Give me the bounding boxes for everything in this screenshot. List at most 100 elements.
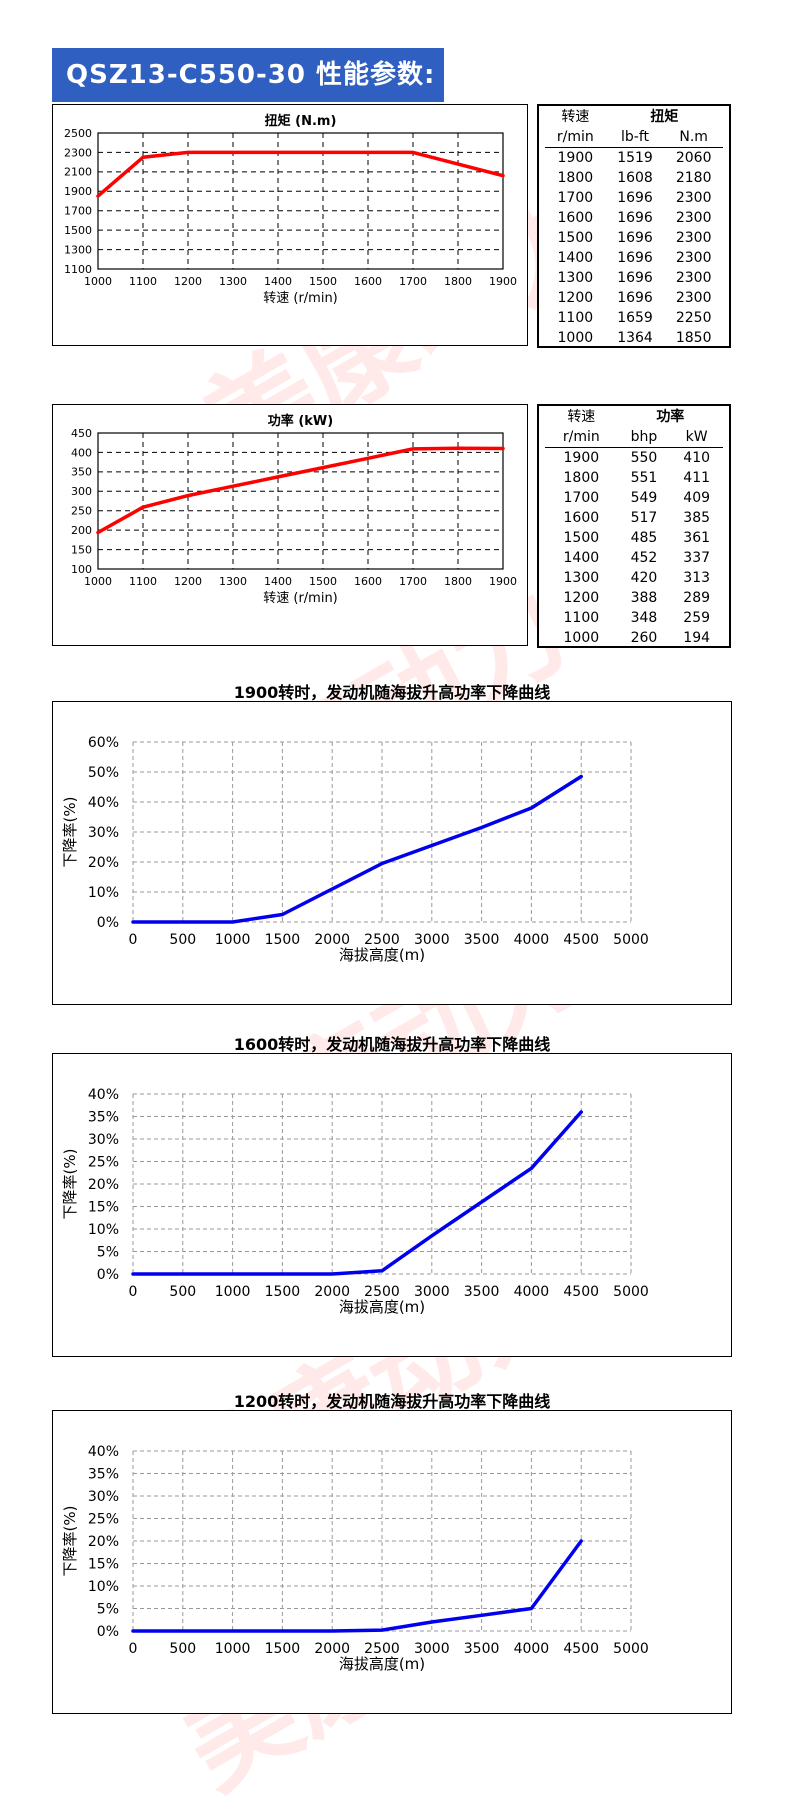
torque-table-cell: 1700 [545, 188, 606, 208]
y-tick-label: 30% [88, 825, 119, 841]
power-table-cell: 550 [618, 448, 671, 469]
chart-title: 扭矩 (N.m) [265, 113, 337, 129]
torque-table-cell: 1600 [545, 208, 606, 228]
x-tick-label: 3500 [464, 1641, 500, 1657]
power-table-cell: 361 [670, 528, 723, 548]
torque-table-cell: 1696 [606, 188, 665, 208]
y-tick-label: 350 [71, 466, 92, 479]
x-tick-label: 500 [169, 1641, 196, 1657]
power-table-cell: 1000 [545, 628, 618, 648]
torque-table-cell: 2250 [664, 308, 723, 328]
y-tick-label: 1500 [64, 224, 92, 237]
power-table-cell: 452 [618, 548, 671, 568]
y-tick-label: 60% [88, 735, 119, 751]
y-axis-label: 下降率(%) [61, 1149, 79, 1220]
power-table-cell: 1300 [545, 568, 618, 588]
y-tick-label: 5% [97, 1601, 119, 1617]
x-tick-label: 1100 [129, 575, 157, 588]
y-tick-label: 0% [97, 915, 119, 931]
power-table-cell: 1800 [545, 468, 618, 488]
x-tick-label: 1300 [219, 575, 247, 588]
x-tick-label: 1800 [444, 275, 472, 288]
x-tick-label: 1600 [354, 275, 382, 288]
altitude-chart-1200-title: 1200转时，发动机随海拔升高功率下降曲线 [52, 1388, 732, 1412]
torque-table-cell: 2180 [664, 168, 723, 188]
y-tick-label: 0% [97, 1624, 119, 1640]
torque-table-cell: 2060 [664, 148, 723, 169]
x-tick-label: 1700 [399, 575, 427, 588]
torque-table-cell: 1850 [664, 328, 723, 348]
torque-table-cell: 1000 [545, 328, 606, 348]
y-tick-label: 35% [88, 1109, 119, 1125]
x-tick-label: 0 [129, 1641, 138, 1657]
torque-table-cell: 1300 [545, 268, 606, 288]
power-table-cell: 1900 [545, 448, 618, 469]
x-tick-label: 5000 [613, 1641, 649, 1657]
y-tick-label: 150 [71, 543, 92, 556]
x-axis-label: 转速 (r/min) [263, 591, 338, 606]
x-axis-label: 海拔高度(m) [339, 946, 425, 964]
torque-table-cell: 2300 [664, 228, 723, 248]
x-tick-label: 4500 [563, 1284, 599, 1300]
power-table-cell: 411 [670, 468, 723, 488]
power-table-cell: 259 [670, 608, 723, 628]
x-tick-label: 5000 [613, 932, 649, 948]
x-tick-label: 1000 [215, 1284, 251, 1300]
torque-table-cell: 1200 [545, 288, 606, 308]
y-tick-label: 30% [88, 1489, 119, 1505]
series-line [98, 152, 503, 196]
power-table-unit-1: r/min [545, 427, 618, 448]
power-table-cell: 194 [670, 628, 723, 648]
x-tick-label: 3500 [464, 932, 500, 948]
x-tick-label: 4500 [563, 932, 599, 948]
y-tick-label: 40% [88, 1087, 119, 1103]
y-tick-label: 35% [88, 1466, 119, 1482]
series-line [98, 448, 503, 532]
power-table-cell: 313 [670, 568, 723, 588]
y-tick-label: 40% [88, 1444, 119, 1460]
power-table-unit-3: kW [670, 427, 723, 448]
x-tick-label: 1100 [129, 275, 157, 288]
torque-table-cell: 1500 [545, 228, 606, 248]
torque-table-cell: 1608 [606, 168, 665, 188]
x-tick-label: 5000 [613, 1284, 649, 1300]
y-tick-label: 1100 [64, 263, 92, 276]
power-table-cell: 1400 [545, 548, 618, 568]
x-tick-label: 1000 [84, 575, 112, 588]
torque-table-group: 扭矩 [606, 107, 723, 127]
x-axis-label: 海拔高度(m) [339, 1298, 425, 1316]
x-tick-label: 1200 [174, 275, 202, 288]
torque-table-cell: 2300 [664, 208, 723, 228]
torque-table-cell: 2300 [664, 288, 723, 308]
y-tick-label: 2500 [64, 127, 92, 140]
x-tick-label: 1700 [399, 275, 427, 288]
torque-table-cell: 1696 [606, 208, 665, 228]
power-table-cell: 409 [670, 488, 723, 508]
power-table-cell: 517 [618, 508, 671, 528]
x-tick-label: 1400 [264, 275, 292, 288]
power-table-cell: 485 [618, 528, 671, 548]
torque-table-cell: 1519 [606, 148, 665, 169]
y-tick-label: 5% [97, 1244, 119, 1260]
x-tick-label: 1400 [264, 575, 292, 588]
y-tick-label: 200 [71, 524, 92, 537]
